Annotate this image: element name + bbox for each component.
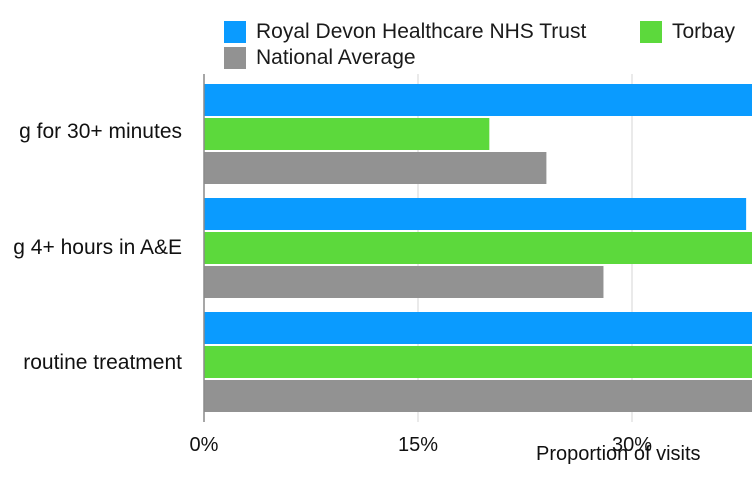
bar-national-average-category-2 [204, 266, 604, 298]
bars-group [204, 84, 752, 412]
legend-swatch-royal-devon [224, 21, 246, 43]
legend-item-royal-devon: Royal Devon Healthcare NHS Trust [224, 20, 586, 44]
legend-item-national-average: National Average [224, 46, 416, 70]
x-tick-label-0: 0% [189, 434, 219, 456]
x-tick-label-30: 30% [611, 434, 653, 456]
legend-label-torbay: Torbay [672, 20, 736, 43]
x-tick-label-15: 15% [397, 434, 439, 456]
bar-torbay-category-3 [204, 346, 752, 378]
bar-torbay-category-1 [204, 118, 490, 150]
bar-royal-devon-category-1 [204, 84, 752, 116]
legend-swatch-national-average [224, 47, 246, 69]
category-label-routine-treatment: routine treatment [23, 351, 182, 374]
bar-torbay-category-2 [204, 232, 752, 264]
category-label-4-hours: g 4+ hours in A&E [13, 236, 182, 259]
legend-label-royal-devon: Royal Devon Healthcare NHS Trust [256, 20, 587, 43]
legend-item-torbay: Torbay [640, 20, 735, 44]
x-axis-title: Proportion of visits [536, 443, 701, 465]
legend: Royal Devon Healthcare NHS Trust Torbay … [0, 0, 752, 80]
bar-national-average-category-1 [204, 152, 547, 184]
bar-royal-devon-category-2 [204, 198, 747, 230]
category-label-30-minutes: g for 30+ minutes [19, 120, 182, 143]
bar-royal-devon-category-3 [204, 312, 752, 344]
bar-national-average-category-3 [204, 380, 752, 412]
legend-label-national-average: National Average [256, 46, 416, 69]
legend-swatch-torbay [640, 21, 662, 43]
